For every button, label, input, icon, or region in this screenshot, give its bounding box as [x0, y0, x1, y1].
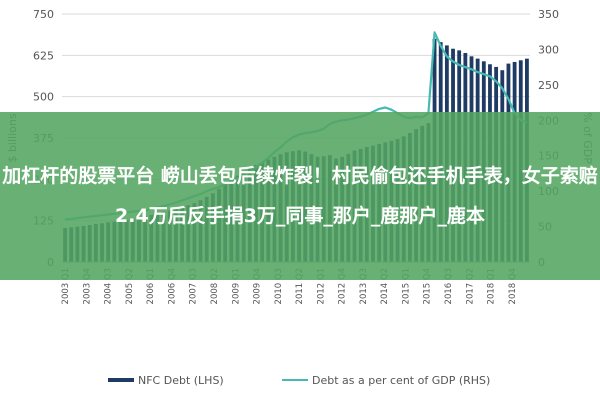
right-tick-label: 250 — [538, 79, 559, 92]
x-tick-label: 2009 Q1 — [231, 268, 241, 304]
x-tick-label: 2012 Q1 — [316, 268, 326, 304]
x-tick-label: 2003 Q1 — [61, 268, 71, 304]
legend-label-line: Debt as a per cent of GDP (RHS) — [312, 374, 490, 387]
x-tick-label: 2017 Q2 — [465, 268, 475, 304]
right-tick-label: 300 — [538, 43, 559, 56]
x-tick-label: 2008 Q2 — [210, 268, 220, 304]
headline-text: 加杠杆的股票平台 崂山丢包后续炸裂！村民偷包还手机手表，女子索赔2.4万后反手捐… — [2, 165, 598, 227]
x-tick-label: 2018 Q1 — [487, 268, 497, 304]
right-tick-label: 350 — [538, 8, 559, 21]
headline-banner[interactable]: 加杠杆的股票平台 崂山丢包后续炸裂！村民偷包还手机手表，女子索赔2.4万后反手捐… — [0, 112, 600, 280]
x-tick-label: 2013 Q3 — [359, 268, 369, 304]
x-tick-label: 2006 Q4 — [167, 268, 177, 304]
x-tick-label: 2015 Q4 — [423, 268, 433, 304]
x-tick-label: 2016 Q3 — [444, 268, 454, 304]
x-tick-label: 2010 Q3 — [274, 268, 284, 304]
left-tick-label: 625 — [33, 49, 54, 62]
legend: NFC Debt (LHS) Debt as a per cent of GDP… — [108, 374, 490, 387]
x-tick-label: 2018 Q4 — [508, 268, 518, 304]
legend-swatch-bars — [108, 378, 134, 382]
legend-label-bars: NFC Debt (LHS) — [138, 374, 224, 387]
x-tick-label: 2003 Q4 — [82, 268, 92, 304]
x-tick-label: 2009 Q4 — [253, 268, 263, 304]
x-tick-label: 2006 Q1 — [146, 268, 156, 304]
x-tick-label: 2014 Q2 — [380, 268, 390, 304]
legend-swatch-line — [282, 379, 308, 381]
x-tick-label: 2011 Q2 — [295, 268, 305, 304]
x-tick-label: 2004 Q3 — [104, 268, 114, 304]
left-tick-label: 500 — [33, 91, 54, 104]
x-tick-label: 2005 Q2 — [125, 268, 135, 304]
x-tick-label: 2012 Q4 — [338, 268, 348, 304]
left-tick-label: 750 — [33, 8, 54, 21]
x-tick-label: 2015 Q1 — [401, 268, 411, 304]
x-tick-label: 2007 Q3 — [189, 268, 199, 304]
